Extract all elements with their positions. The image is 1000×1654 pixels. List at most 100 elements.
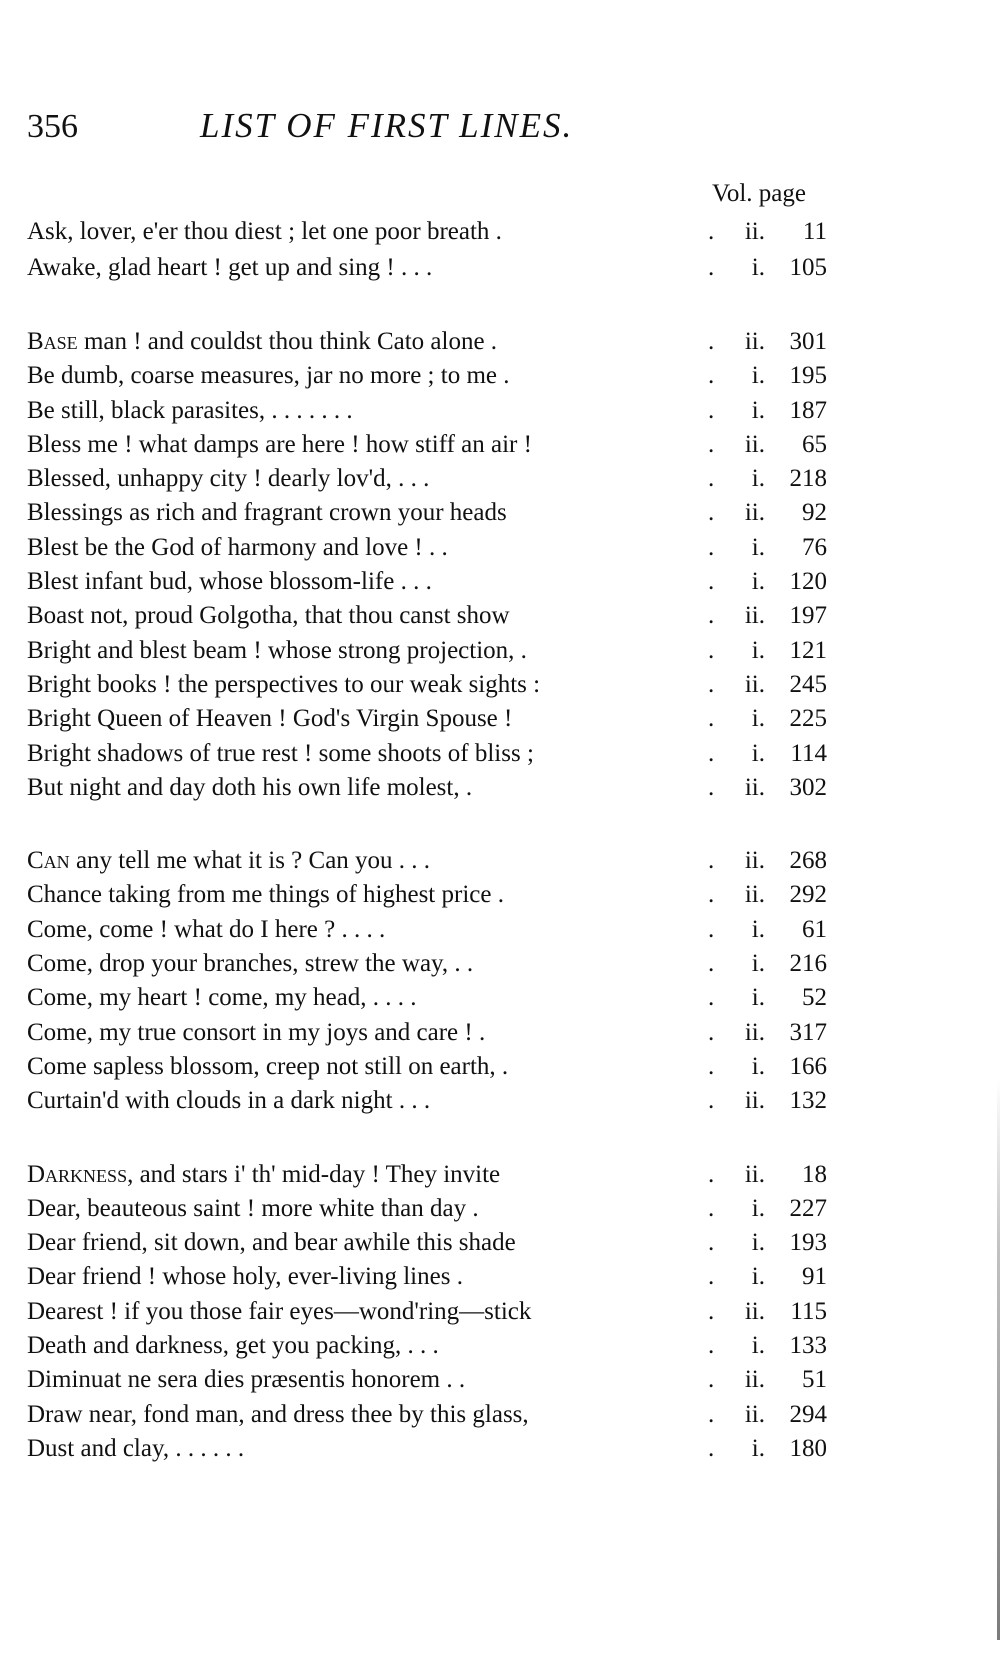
- first-line: Ask, lover, e'er thou diest ; let one po…: [27, 218, 502, 245]
- first-line: Come, come ! what do I here ? . . . .: [27, 915, 386, 943]
- volume-number: i.: [751, 1332, 765, 1360]
- page-reference: 76: [802, 533, 827, 561]
- letter-group: Can any tell me what it is ? Can you . .…: [27, 844, 847, 1118]
- list-item: Bright books ! the perspectives to our w…: [27, 668, 847, 702]
- first-line: Curtain'd with clouds in a dark night . …: [27, 1087, 431, 1115]
- page-reference: 65: [802, 430, 827, 458]
- first-line: Chance taking from me things of highest …: [27, 881, 504, 909]
- list-item: Come sapless blossom, creep not still on…: [27, 1050, 847, 1084]
- list-item: Dear friend ! whose holy, ever-living li…: [27, 1260, 847, 1294]
- first-line: Come, drop your branches, strew the way,…: [27, 950, 474, 978]
- volume-number: i.: [751, 1052, 765, 1080]
- page-reference: 218: [789, 465, 828, 493]
- list-item: Blest infant bud, whose blossom-life . .…: [27, 565, 847, 599]
- list-item: But night and day doth his own life mole…: [27, 771, 847, 805]
- leader-dot: .: [708, 636, 715, 664]
- first-line: But night and day doth his own life mole…: [27, 773, 473, 801]
- volume-number: i.: [751, 568, 765, 596]
- first-line: Can any tell me what it is ? Can you . .…: [27, 847, 431, 875]
- page-reference: 317: [789, 1018, 828, 1046]
- leader-dot: .: [708, 773, 715, 801]
- list-item: Be dumb, coarse measures, jar no more ; …: [27, 359, 847, 393]
- first-line: Bright books ! the perspectives to our w…: [27, 670, 541, 698]
- volume-number: i.: [751, 396, 765, 424]
- page-reference: 105: [789, 254, 828, 281]
- leader-dot: .: [708, 915, 715, 943]
- leader-dot: .: [708, 670, 715, 698]
- list-item: Base man ! and couldst thou think Cato a…: [27, 325, 847, 359]
- volume-number: ii.: [744, 670, 765, 698]
- page-reference: 227: [789, 1194, 828, 1222]
- list-item: Dear, beauteous saint ! more white than …: [27, 1192, 847, 1226]
- leader-dot: .: [708, 430, 715, 458]
- volume-number: i.: [751, 1229, 765, 1257]
- first-line: Blessed, unhappy city ! dearly lov'd, . …: [27, 465, 430, 493]
- first-line: Be still, black parasites, . . . . . . .: [27, 396, 353, 424]
- first-line: Bright shadows of true rest ! some shoot…: [27, 739, 534, 767]
- page-reference: 193: [789, 1229, 828, 1257]
- page-reference: 166: [789, 1052, 828, 1080]
- leader-dot: .: [708, 218, 715, 245]
- page-reference: 180: [789, 1434, 828, 1462]
- first-line: Bright Queen of Heaven ! God's Virgin Sp…: [27, 705, 513, 733]
- first-line: Come, my true consort in my joys and car…: [27, 1018, 486, 1046]
- page-reference: 294: [789, 1400, 828, 1428]
- first-line: Blest be the God of harmony and love ! .…: [27, 533, 448, 561]
- page-reference: 216: [789, 950, 828, 978]
- first-line: Come, my heart ! come, my head, . . . .: [27, 984, 417, 1012]
- list-item: Blessings as rich and fragrant crown you…: [27, 496, 847, 530]
- list-item: Come, drop your branches, strew the way,…: [27, 947, 847, 981]
- list-item: Draw near, fond man, and dress thee by t…: [27, 1398, 847, 1432]
- leader-dot: .: [708, 362, 715, 390]
- volume-number: i.: [751, 739, 765, 767]
- page-reference: 114: [790, 739, 827, 767]
- leader-dot: .: [708, 705, 715, 733]
- leader-dot: .: [708, 1332, 715, 1360]
- first-line: Bright and blest beam ! whose strong pro…: [27, 636, 527, 664]
- first-line: Darkness, and stars i' th' mid-day ! The…: [27, 1160, 501, 1188]
- volume-number: ii.: [744, 1160, 765, 1188]
- volume-number: ii.: [744, 430, 765, 458]
- volume-number: i.: [751, 465, 765, 493]
- volume-number: ii.: [744, 499, 765, 527]
- list-item: Bright Queen of Heaven ! God's Virgin Sp…: [27, 702, 847, 736]
- list-item: Be still, black parasites, . . . . . . .…: [27, 394, 847, 428]
- leader-dot: .: [708, 739, 715, 767]
- first-line: Dust and clay, . . . . . .: [27, 1434, 245, 1462]
- volume-number: ii.: [744, 1087, 765, 1115]
- list-item: Dust and clay, . . . . . .. i. 180: [27, 1432, 847, 1466]
- first-line: Dear, beauteous saint ! more white than …: [27, 1194, 479, 1222]
- volume-number: i.: [751, 705, 765, 733]
- list-item: Bless me ! what damps are here ! how sti…: [27, 428, 847, 462]
- list-item: Awake, glad heart ! get up and sing ! . …: [27, 250, 847, 286]
- leader-dot: .: [708, 881, 715, 909]
- first-line: Dearest ! if you those fair eyes—wond'ri…: [27, 1297, 532, 1325]
- page-reference: 195: [789, 362, 828, 390]
- leader-dot: .: [708, 984, 715, 1012]
- volume-number: ii.: [744, 847, 765, 875]
- first-line: Awake, glad heart ! get up and sing ! . …: [27, 254, 433, 281]
- volume-number: ii.: [744, 328, 765, 355]
- page-reference: 132: [789, 1087, 828, 1115]
- page-reference: 115: [790, 1297, 827, 1325]
- volume-number: i.: [751, 950, 765, 978]
- volume-number: i.: [751, 362, 765, 390]
- first-line: Bless me ! what damps are here ! how sti…: [27, 430, 532, 458]
- page-reference: 91: [802, 1263, 827, 1291]
- letter-group: Darkness, and stars i' th' mid-day ! The…: [27, 1158, 847, 1467]
- list-item: Blessed, unhappy city ! dearly lov'd, . …: [27, 462, 847, 496]
- page-reference: 61: [802, 915, 827, 943]
- leader-dot: .: [708, 1297, 715, 1325]
- volume-number: ii.: [744, 1297, 765, 1325]
- list-item: Come, come ! what do I here ? . . . .. i.…: [27, 913, 847, 947]
- first-line: Blest infant bud, whose blossom-life . .…: [27, 568, 432, 596]
- list-item: Curtain'd with clouds in a dark night . …: [27, 1084, 847, 1118]
- page-reference: 11: [802, 218, 827, 245]
- volume-number: i.: [751, 915, 765, 943]
- first-line: Boast not, proud Golgotha, that thou can…: [27, 602, 510, 630]
- leader-dot: .: [708, 254, 715, 281]
- list-item: Darkness, and stars i' th' mid-day ! The…: [27, 1158, 847, 1192]
- leader-dot: .: [708, 328, 715, 355]
- first-line: Blessings as rich and fragrant crown you…: [27, 499, 507, 527]
- list-item: Blest be the God of harmony and love ! .…: [27, 531, 847, 565]
